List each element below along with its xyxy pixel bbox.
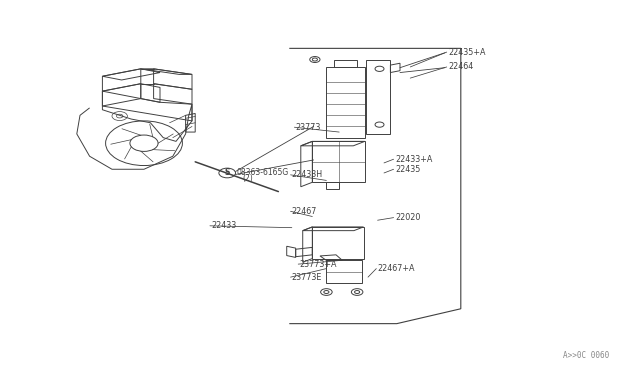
Text: 22435+A: 22435+A <box>448 48 486 57</box>
Text: 23773+A: 23773+A <box>300 260 337 269</box>
Text: 22020: 22020 <box>395 213 420 222</box>
Text: 23773E: 23773E <box>292 273 322 282</box>
Text: 22435: 22435 <box>395 165 420 174</box>
Text: 08363-6165G: 08363-6165G <box>237 168 289 177</box>
Text: 22467+A: 22467+A <box>378 264 415 273</box>
Text: 22433H: 22433H <box>292 170 323 179</box>
Text: 22467: 22467 <box>292 207 317 216</box>
Text: S: S <box>225 169 230 177</box>
Text: 22433: 22433 <box>211 221 236 230</box>
Text: 22464: 22464 <box>448 62 473 71</box>
Text: 22433+A: 22433+A <box>395 155 432 164</box>
Text: (2): (2) <box>242 174 253 183</box>
Text: A>>0C 0060: A>>0C 0060 <box>563 351 609 360</box>
Text: 23773: 23773 <box>296 123 321 132</box>
